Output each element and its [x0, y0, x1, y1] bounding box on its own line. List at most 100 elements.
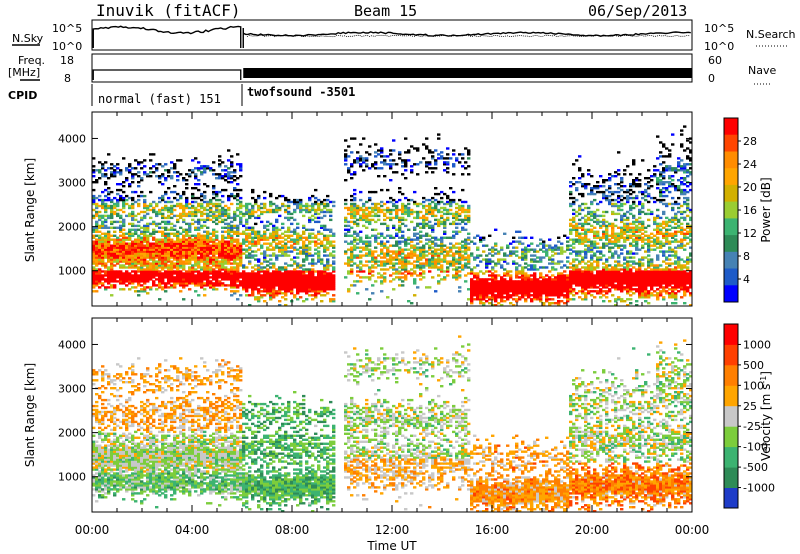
power-cell [149, 248, 153, 251]
power-cell [269, 192, 273, 196]
power-cell [284, 298, 288, 301]
power-cell [251, 244, 255, 247]
power-cell [452, 214, 456, 218]
power-cell [200, 224, 204, 228]
power-cell [371, 214, 375, 218]
power-cell [533, 298, 537, 301]
power-cell [422, 220, 426, 224]
power-cell [578, 238, 582, 241]
power-cell [314, 212, 318, 216]
power-cell [308, 232, 312, 235]
power-cell [518, 236, 522, 239]
power-cell [107, 242, 111, 245]
power-cell [239, 262, 243, 265]
power-cell [251, 294, 255, 297]
power-cell [464, 216, 468, 220]
power-cell [560, 266, 564, 269]
power-cell [251, 206, 255, 210]
power-cell [239, 175, 243, 178]
power-cell [227, 208, 231, 212]
power-cell [218, 155, 222, 158]
power-cell [527, 268, 531, 271]
power-cell [407, 242, 411, 245]
power-cell [191, 270, 195, 273]
power-cell [308, 290, 312, 293]
power-cell [362, 270, 366, 273]
power-cell [467, 214, 471, 218]
power-cell [332, 204, 336, 208]
power-cell [575, 270, 579, 273]
power-cell [308, 252, 312, 255]
power-cell [542, 286, 546, 289]
power-cell [161, 248, 165, 251]
power-cell [212, 254, 216, 257]
power-cell [434, 264, 438, 267]
power-cell [425, 165, 429, 168]
power-cell [503, 296, 507, 299]
power-cell [572, 246, 576, 249]
power-cell [143, 171, 147, 174]
power-cell [170, 270, 174, 273]
power-cell [203, 208, 207, 212]
power-cell [167, 268, 171, 271]
power-cell [374, 262, 378, 265]
power-cell [131, 260, 135, 263]
power-cell [251, 274, 255, 277]
power-cell [299, 278, 303, 281]
power-cell [356, 222, 360, 226]
power-cell [578, 222, 582, 226]
power-cell [122, 236, 126, 239]
power-cell [191, 274, 195, 277]
power-cell [239, 222, 243, 226]
power-cell [542, 240, 546, 243]
power-cell [332, 298, 336, 301]
power-cell [548, 276, 552, 279]
power-cell [128, 278, 132, 281]
power-cell [278, 280, 282, 283]
power-cell [470, 296, 474, 299]
power-cell [167, 171, 171, 174]
power-cell [260, 286, 264, 289]
power-cell [254, 210, 258, 214]
power-cell [419, 250, 423, 253]
power-cell [353, 159, 357, 162]
power-cell [227, 181, 231, 184]
power-cell [479, 292, 483, 295]
power-cell [236, 242, 240, 245]
power-cell [461, 256, 465, 259]
power-cell [203, 262, 207, 265]
power-cell [383, 256, 387, 259]
power-cell [194, 276, 198, 279]
power-cell [104, 161, 108, 164]
power-cell [140, 230, 144, 233]
power-cell [107, 258, 111, 261]
power-cell [311, 272, 315, 275]
power-cell [230, 171, 234, 174]
power-cell [425, 216, 429, 220]
power-cell [560, 286, 564, 289]
power-cell [365, 218, 369, 222]
power-cell [194, 242, 198, 245]
power-cell [128, 214, 132, 218]
power-cell [575, 226, 579, 229]
power-cell [440, 260, 444, 263]
power-cell [149, 252, 153, 255]
power-cell [149, 216, 153, 220]
power-cell [380, 149, 384, 152]
power-cell [194, 284, 198, 287]
power-cell [242, 238, 246, 241]
power-cell [380, 262, 384, 265]
power-cell [263, 224, 267, 228]
power-cell [164, 206, 168, 210]
power-cell [155, 210, 159, 214]
power-cell [272, 278, 276, 281]
power-cell [329, 298, 333, 301]
power-cell [179, 258, 183, 261]
power-cell [191, 222, 195, 226]
power-cell [560, 242, 564, 245]
power-cell [314, 216, 318, 220]
power-cell [458, 214, 462, 218]
power-cell [596, 280, 600, 283]
power-cell [554, 268, 558, 271]
power-cell [149, 153, 153, 156]
